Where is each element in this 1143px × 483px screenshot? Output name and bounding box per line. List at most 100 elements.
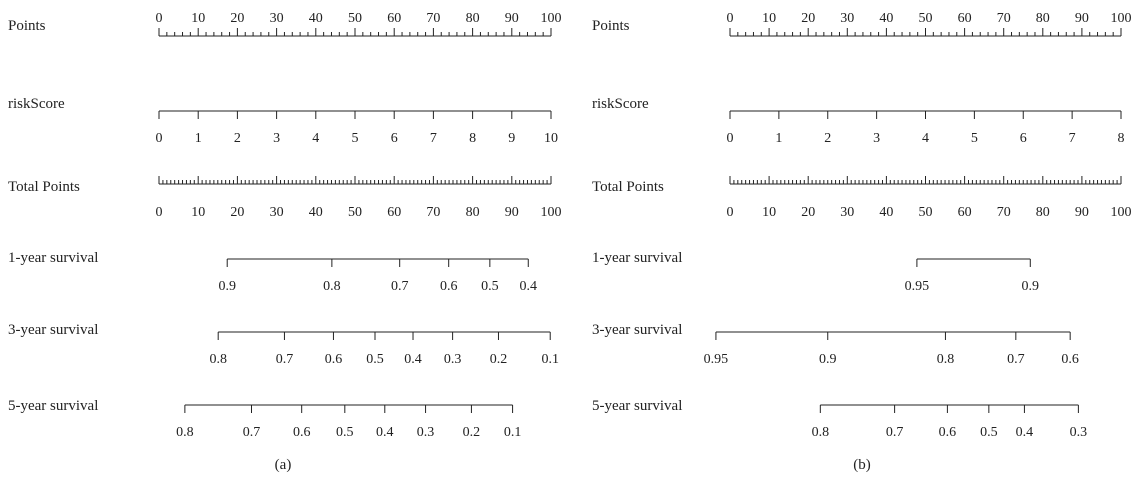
tick-label: 0.5 <box>980 425 998 440</box>
tick-label: 20 <box>230 11 244 26</box>
nomogram-row: 3-year survival 0.8 0.7 0.6 0.5 0.4 0.3 0.2 0.1 <box>8 322 559 367</box>
tick-label: 0 <box>156 11 163 26</box>
tick-label: 50 <box>348 205 362 220</box>
tick-label: 90 <box>1075 11 1089 26</box>
tick-label: 70 <box>997 205 1011 220</box>
tick-label: 20 <box>801 11 815 26</box>
tick-label: 80 <box>1036 11 1050 26</box>
row-label: 3-year survival <box>8 322 98 338</box>
row-label: 1-year survival <box>8 250 98 266</box>
tick-label: 6 <box>391 131 398 146</box>
tick-label: 90 <box>505 205 519 220</box>
row-label: riskScore <box>592 96 649 112</box>
tick-label: 90 <box>505 11 519 26</box>
panel-caption: (a) <box>275 457 292 473</box>
tick-label: 2 <box>234 131 241 146</box>
tick-label: 60 <box>387 205 401 220</box>
tick-label: 100 <box>1111 11 1132 26</box>
tick-label: 0.8 <box>937 352 955 367</box>
tick-label: 80 <box>466 11 480 26</box>
tick-label: 0.1 <box>504 425 522 440</box>
nomogram-row: Points 0 10 20 30 40 50 60 70 80 90 100 <box>592 11 1132 37</box>
nomogram-row: riskScore 0 1 2 3 4 5 6 7 8 9 10 <box>8 96 558 146</box>
tick-label: 4 <box>312 131 319 146</box>
nomogram-row: 1-year survival 0.9 0.8 0.7 0.6 0.5 0.4 <box>8 250 537 294</box>
tick-label: 0.4 <box>1016 425 1034 440</box>
tick-label: 0.8 <box>209 352 227 367</box>
tick-label: 0.7 <box>391 279 409 294</box>
tick-label: 60 <box>387 11 401 26</box>
nomogram-panel-a: Points 0 10 20 30 40 50 60 70 80 90 100 riskScore 0 1 2… <box>8 11 562 473</box>
tick-label: 50 <box>919 11 933 26</box>
row-label: 5-year survival <box>592 398 682 414</box>
tick-label: 0.2 <box>490 352 508 367</box>
tick-label: 0.3 <box>1070 425 1088 440</box>
tick-label: 10 <box>191 11 205 26</box>
tick-label: 0.4 <box>376 425 394 440</box>
tick-label: 0.8 <box>323 279 341 294</box>
tick-label: 0 <box>156 205 163 220</box>
tick-label: 20 <box>801 205 815 220</box>
tick-label: 10 <box>544 131 558 146</box>
tick-label: 0.9 <box>819 352 837 367</box>
tick-label: 40 <box>879 205 893 220</box>
tick-label: 4 <box>922 131 929 146</box>
tick-label: 5 <box>352 131 359 146</box>
row-label: Total Points <box>8 179 80 195</box>
tick-label: 20 <box>230 205 244 220</box>
nomogram-row: Points 0 10 20 30 40 50 60 70 80 90 100 <box>8 11 562 37</box>
tick-label: 6 <box>1020 131 1027 146</box>
tick-label: 1 <box>775 131 782 146</box>
tick-label: 0.1 <box>541 352 559 367</box>
tick-label: 10 <box>762 205 776 220</box>
row-label: 1-year survival <box>592 250 682 266</box>
tick-label: 1 <box>195 131 202 146</box>
row-label: 3-year survival <box>592 322 682 338</box>
tick-label: 100 <box>541 205 562 220</box>
tick-label: 0.6 <box>440 279 458 294</box>
tick-label: 70 <box>426 205 440 220</box>
tick-label: 0.5 <box>366 352 384 367</box>
tick-label: 0 <box>727 11 734 26</box>
tick-label: 70 <box>997 11 1011 26</box>
nomogram-row: 3-year survival 0.95 0.9 0.8 0.7 0.6 <box>592 322 1079 367</box>
tick-label: 0.7 <box>276 352 294 367</box>
nomogram-row: 5-year survival 0.8 0.7 0.6 0.5 0.4 0.3 0.2 0.1 <box>8 398 521 440</box>
tick-label: 80 <box>466 205 480 220</box>
tick-label: 100 <box>541 11 562 26</box>
nomogram-row: 5-year survival 0.8 0.7 0.6 0.5 0.4 0.3 <box>592 398 1087 440</box>
tick-label: 10 <box>191 205 205 220</box>
tick-label: 50 <box>348 11 362 26</box>
tick-label: 10 <box>762 11 776 26</box>
panel-caption: (b) <box>853 457 871 473</box>
row-label: riskScore <box>8 96 65 112</box>
tick-label: 70 <box>426 11 440 26</box>
tick-label: 0.6 <box>325 352 343 367</box>
row-label: Points <box>592 18 630 34</box>
tick-label: 9 <box>508 131 515 146</box>
tick-label: 0.8 <box>812 425 830 440</box>
tick-label: 0.95 <box>704 352 729 367</box>
tick-label: 40 <box>309 205 323 220</box>
tick-label: 0.7 <box>886 425 904 440</box>
tick-label: 0.6 <box>293 425 311 440</box>
tick-label: 30 <box>270 205 284 220</box>
tick-label: 0.5 <box>481 279 499 294</box>
tick-label: 80 <box>1036 205 1050 220</box>
row-label: Total Points <box>592 179 664 195</box>
row-label: Points <box>8 18 46 34</box>
tick-label: 5 <box>971 131 978 146</box>
tick-label: 0.7 <box>243 425 261 440</box>
tick-label: 40 <box>879 11 893 26</box>
tick-label: 2 <box>824 131 831 146</box>
tick-label: 40 <box>309 11 323 26</box>
tick-label: 3 <box>273 131 280 146</box>
nomogram-row: Total Points 0 10 20 30 40 50 60 70 80 90 100 <box>8 176 562 220</box>
row-label: 5-year survival <box>8 398 98 414</box>
tick-label: 0.3 <box>444 352 462 367</box>
tick-label: 90 <box>1075 205 1089 220</box>
tick-label: 7 <box>1069 131 1076 146</box>
tick-label: 0.6 <box>1061 352 1079 367</box>
